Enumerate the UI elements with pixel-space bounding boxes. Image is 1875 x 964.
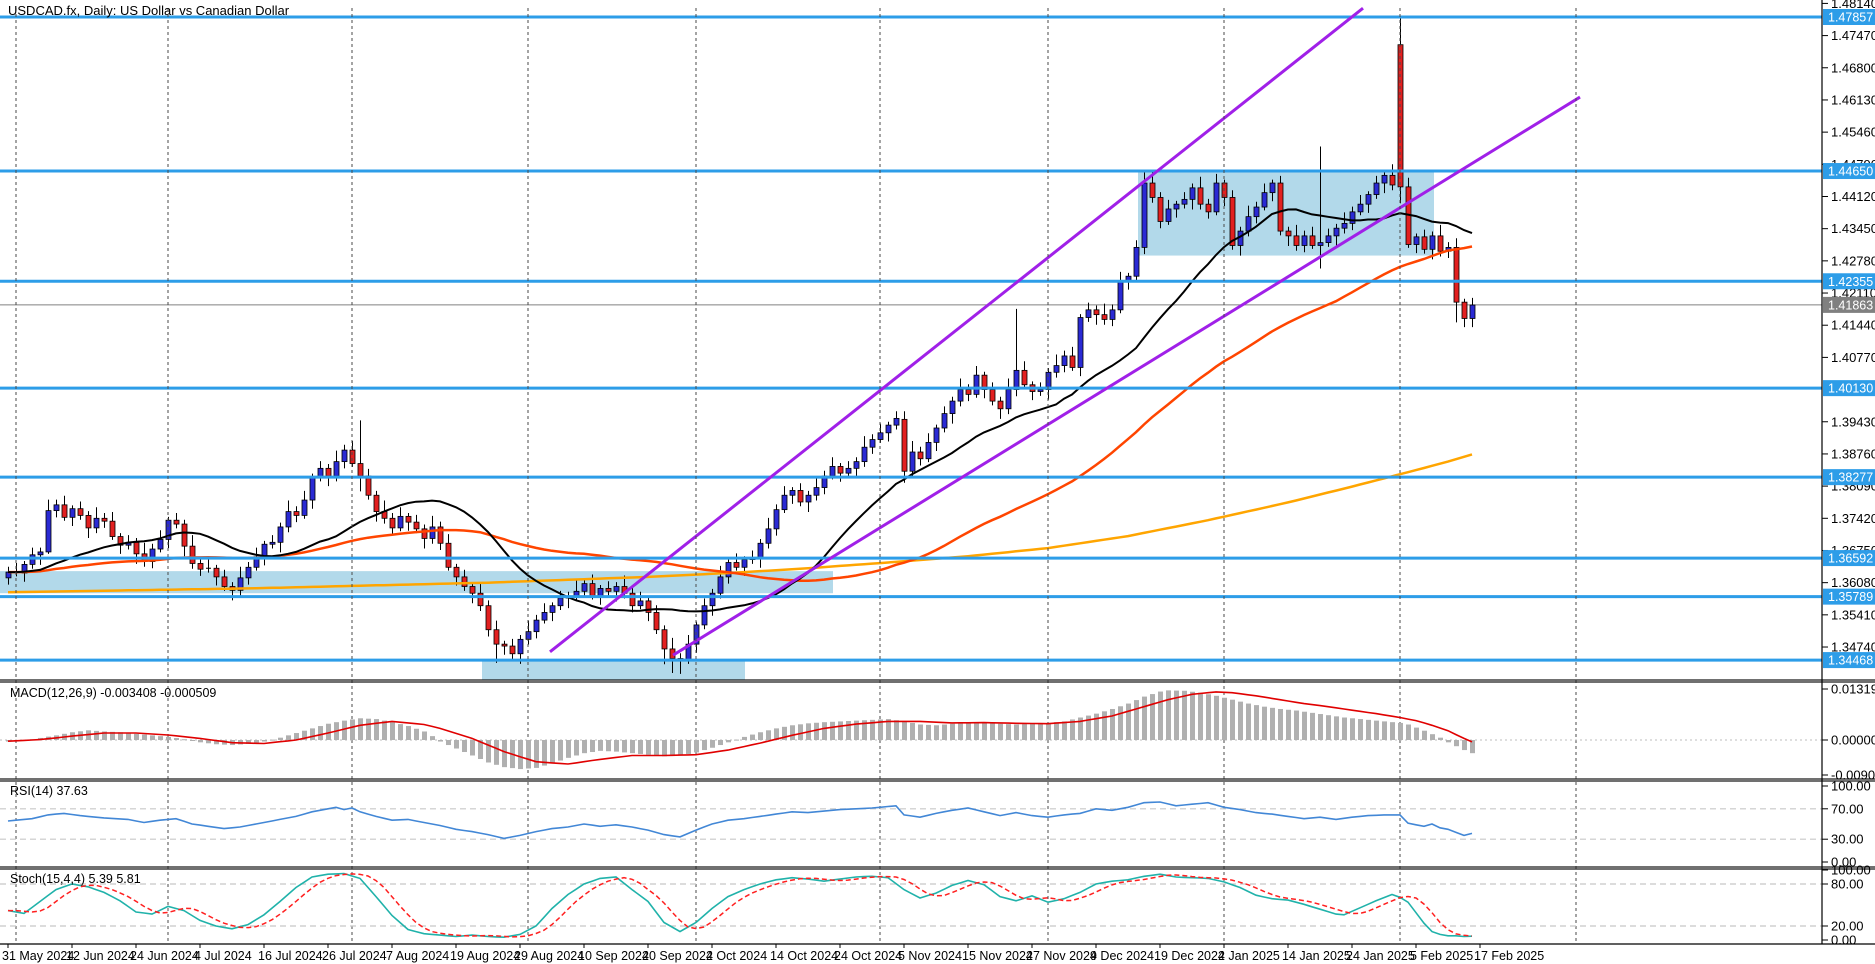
rsi-panel[interactable] xyxy=(0,801,1822,840)
svg-text:5 Nov 2024: 5 Nov 2024 xyxy=(898,949,962,963)
svg-text:20.00: 20.00 xyxy=(1831,919,1864,934)
svg-text:7 Aug 2024: 7 Aug 2024 xyxy=(386,949,449,963)
svg-text:1.42355: 1.42355 xyxy=(1828,275,1873,289)
svg-text:24 Jan 2025: 24 Jan 2025 xyxy=(1346,949,1415,963)
svg-text:1.39430: 1.39430 xyxy=(1831,414,1875,429)
svg-text:5 Feb 2025: 5 Feb 2025 xyxy=(1410,949,1473,963)
stoch-panel[interactable] xyxy=(0,872,1822,939)
svg-text:1.41440: 1.41440 xyxy=(1831,318,1875,333)
svg-text:1.42110: 1.42110 xyxy=(1831,286,1875,301)
svg-text:2 Jan 2025: 2 Jan 2025 xyxy=(1218,949,1280,963)
svg-text:0.00: 0.00 xyxy=(1831,933,1856,948)
svg-text:1.46800: 1.46800 xyxy=(1831,60,1875,75)
svg-text:1.38760: 1.38760 xyxy=(1831,446,1875,461)
svg-text:24 Jun 2024: 24 Jun 2024 xyxy=(130,949,199,963)
svg-text:2 Oct 2024: 2 Oct 2024 xyxy=(706,949,767,963)
svg-text:14 Oct 2024: 14 Oct 2024 xyxy=(770,949,838,963)
macd-indicator-label: MACD(12,26,9) -0.003408 -0.000509 xyxy=(10,686,217,700)
svg-text:31 May 2024: 31 May 2024 xyxy=(2,949,74,963)
svg-text:27 Nov 2024: 27 Nov 2024 xyxy=(1026,949,1097,963)
svg-text:19 Aug 2024: 19 Aug 2024 xyxy=(450,949,520,963)
svg-text:20 Sep 2024: 20 Sep 2024 xyxy=(642,949,713,963)
moving-averages xyxy=(7,208,1473,613)
svg-text:10 Sep 2024: 10 Sep 2024 xyxy=(578,949,649,963)
svg-text:1.40130: 1.40130 xyxy=(1828,382,1873,396)
svg-text:1.37420: 1.37420 xyxy=(1831,511,1875,526)
svg-text:30.00: 30.00 xyxy=(1831,832,1864,847)
svg-text:26 Jul 2024: 26 Jul 2024 xyxy=(322,949,387,963)
month-separators xyxy=(15,8,1577,944)
rsi-indicator-label: RSI(14) 37.63 xyxy=(10,784,88,798)
macd-panel[interactable] xyxy=(0,690,1822,770)
svg-text:17 Feb 2025: 17 Feb 2025 xyxy=(1474,949,1544,963)
main-chart-panel[interactable] xyxy=(0,7,1822,683)
svg-text:-0.009099: -0.009099 xyxy=(1831,768,1875,783)
svg-text:1.38277: 1.38277 xyxy=(1828,471,1873,485)
svg-text:1.34740: 1.34740 xyxy=(1831,640,1875,655)
svg-text:9 Dec 2024: 9 Dec 2024 xyxy=(1090,949,1154,963)
price-axis[interactable]: 1.481401.474701.468001.461301.454601.447… xyxy=(1822,0,1875,948)
supply-demand-zones[interactable] xyxy=(0,171,1434,683)
zone-rectangle xyxy=(482,659,745,680)
svg-text:14 Jan 2025: 14 Jan 2025 xyxy=(1282,949,1351,963)
svg-text:1.47470: 1.47470 xyxy=(1831,28,1875,43)
svg-text:1.42780: 1.42780 xyxy=(1831,253,1875,268)
svg-text:1.34468: 1.34468 xyxy=(1828,654,1873,668)
svg-text:1.40770: 1.40770 xyxy=(1831,350,1875,365)
svg-text:0.000000: 0.000000 xyxy=(1831,733,1875,748)
svg-text:1.44120: 1.44120 xyxy=(1831,189,1875,204)
svg-text:1.36592: 1.36592 xyxy=(1828,552,1873,566)
svg-text:70.00: 70.00 xyxy=(1831,801,1864,816)
svg-text:1.35789: 1.35789 xyxy=(1828,590,1873,604)
svg-text:1.44650: 1.44650 xyxy=(1828,165,1873,179)
svg-text:29 Aug 2024: 29 Aug 2024 xyxy=(514,949,584,963)
svg-text:1.45460: 1.45460 xyxy=(1831,125,1875,140)
svg-text:1.48140: 1.48140 xyxy=(1831,0,1875,11)
support-resistance-lines[interactable] xyxy=(0,15,1822,662)
svg-text:1.36080: 1.36080 xyxy=(1831,575,1875,590)
svg-text:1.46130: 1.46130 xyxy=(1831,92,1875,107)
chart-title: USDCAD.fx, Daily: US Dollar vs Canadian … xyxy=(8,3,290,18)
svg-text:100.00: 100.00 xyxy=(1831,779,1871,794)
svg-text:24 Oct 2024: 24 Oct 2024 xyxy=(834,949,902,963)
svg-text:1.35410: 1.35410 xyxy=(1831,607,1875,622)
svg-text:19 Dec 2024: 19 Dec 2024 xyxy=(1154,949,1225,963)
svg-text:1.43450: 1.43450 xyxy=(1831,221,1875,236)
svg-text:4 Jul 2024: 4 Jul 2024 xyxy=(194,949,252,963)
stoch-indicator-label: Stoch(15,4,4) 5.39 5.81 xyxy=(10,872,141,886)
svg-text:16 Jul 2024: 16 Jul 2024 xyxy=(258,949,323,963)
svg-text:1.47857: 1.47857 xyxy=(1828,11,1873,25)
svg-text:15 Nov 2024: 15 Nov 2024 xyxy=(962,949,1033,963)
svg-text:0.00: 0.00 xyxy=(1831,855,1856,870)
price-badges: 1.47857 1.44650 1.42355 1.40130 1.38277 1.365… xyxy=(1823,9,1875,669)
svg-text:12 Jun 2024: 12 Jun 2024 xyxy=(66,949,135,963)
svg-text:80.00: 80.00 xyxy=(1831,877,1864,892)
svg-text:100.00: 100.00 xyxy=(1831,863,1871,878)
trendline-channel[interactable] xyxy=(549,7,1581,657)
svg-text:1.41863: 1.41863 xyxy=(1828,298,1873,312)
